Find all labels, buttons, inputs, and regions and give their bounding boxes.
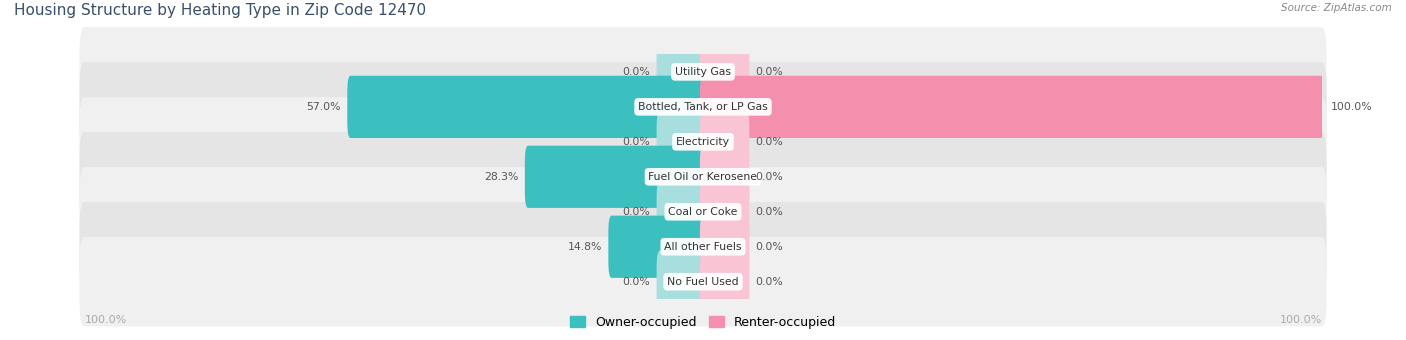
Text: 0.0%: 0.0% (755, 137, 783, 147)
Text: No Fuel Used: No Fuel Used (668, 277, 738, 287)
FancyBboxPatch shape (524, 146, 706, 208)
Text: 100.0%: 100.0% (84, 314, 127, 325)
Text: All other Fuels: All other Fuels (664, 242, 742, 252)
Text: 28.3%: 28.3% (484, 172, 519, 182)
FancyBboxPatch shape (700, 111, 749, 173)
FancyBboxPatch shape (700, 251, 749, 313)
FancyBboxPatch shape (657, 111, 706, 173)
Text: 0.0%: 0.0% (755, 277, 783, 287)
Legend: Owner-occupied, Renter-occupied: Owner-occupied, Renter-occupied (565, 311, 841, 334)
FancyBboxPatch shape (700, 41, 749, 103)
FancyBboxPatch shape (700, 146, 749, 208)
FancyBboxPatch shape (79, 27, 1327, 117)
Text: Utility Gas: Utility Gas (675, 67, 731, 77)
FancyBboxPatch shape (609, 216, 706, 278)
FancyBboxPatch shape (347, 76, 706, 138)
Text: 0.0%: 0.0% (755, 67, 783, 77)
Text: 0.0%: 0.0% (623, 277, 651, 287)
FancyBboxPatch shape (79, 237, 1327, 326)
Text: Housing Structure by Heating Type in Zip Code 12470: Housing Structure by Heating Type in Zip… (14, 3, 426, 18)
Text: 0.0%: 0.0% (755, 242, 783, 252)
Text: Fuel Oil or Kerosene: Fuel Oil or Kerosene (648, 172, 758, 182)
Text: 0.0%: 0.0% (755, 172, 783, 182)
Text: 0.0%: 0.0% (623, 207, 651, 217)
Text: 0.0%: 0.0% (623, 67, 651, 77)
FancyBboxPatch shape (79, 167, 1327, 257)
Text: 0.0%: 0.0% (623, 137, 651, 147)
FancyBboxPatch shape (79, 97, 1327, 187)
FancyBboxPatch shape (79, 202, 1327, 291)
FancyBboxPatch shape (700, 216, 749, 278)
Text: 57.0%: 57.0% (307, 102, 342, 112)
Text: 0.0%: 0.0% (755, 207, 783, 217)
FancyBboxPatch shape (79, 132, 1327, 222)
FancyBboxPatch shape (657, 181, 706, 243)
FancyBboxPatch shape (79, 62, 1327, 152)
FancyBboxPatch shape (700, 181, 749, 243)
FancyBboxPatch shape (700, 76, 1324, 138)
Text: Electricity: Electricity (676, 137, 730, 147)
Text: Bottled, Tank, or LP Gas: Bottled, Tank, or LP Gas (638, 102, 768, 112)
FancyBboxPatch shape (657, 251, 706, 313)
Text: Source: ZipAtlas.com: Source: ZipAtlas.com (1281, 3, 1392, 13)
FancyBboxPatch shape (657, 41, 706, 103)
Text: 14.8%: 14.8% (568, 242, 602, 252)
Text: Coal or Coke: Coal or Coke (668, 207, 738, 217)
Text: 100.0%: 100.0% (1279, 314, 1322, 325)
Text: 100.0%: 100.0% (1331, 102, 1372, 112)
